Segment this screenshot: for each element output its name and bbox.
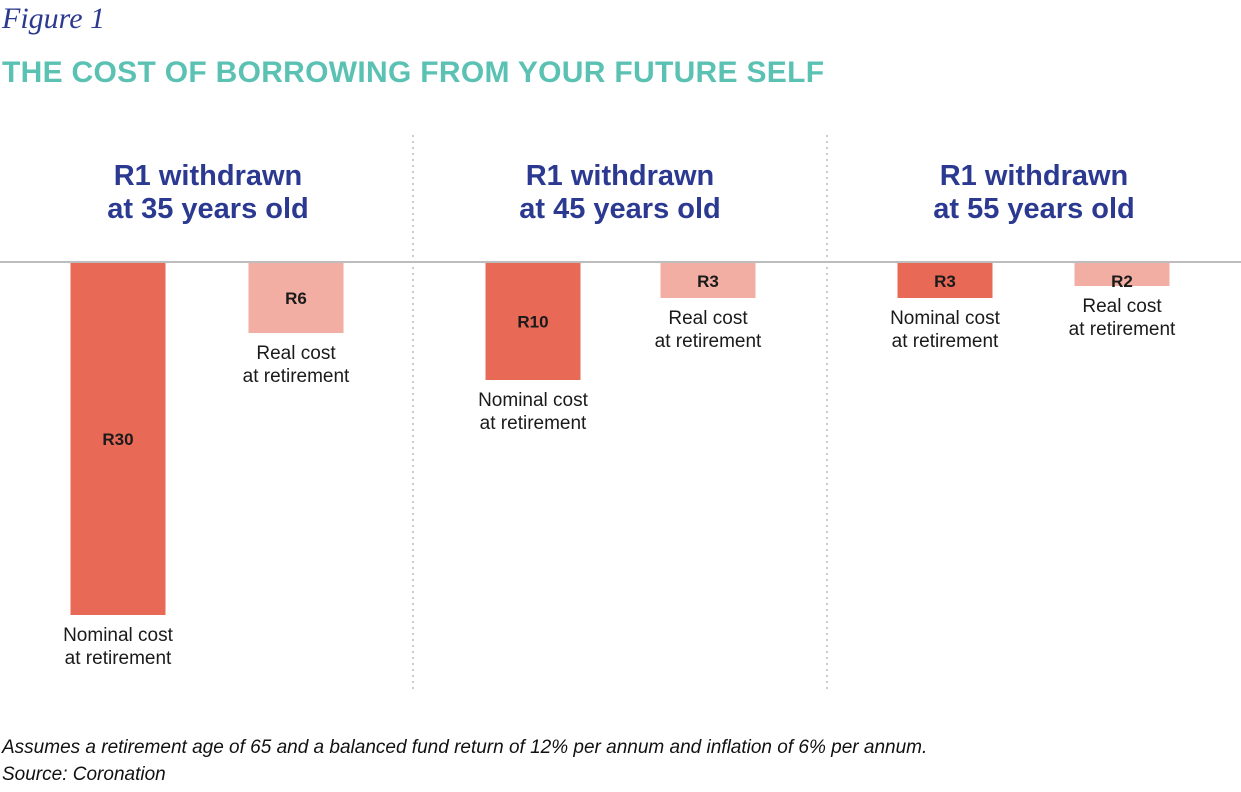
bar-nominal-2 [485, 263, 581, 380]
bar-real-2 [660, 263, 756, 298]
footnote: Assumes a retirement age of 65 and a bal… [2, 737, 928, 758]
panel-heading-3: R1 withdrawn at 55 years old [834, 160, 1234, 226]
bar-category-label-nominal-3-line1: Nominal cost [890, 308, 1001, 329]
chart-title: THE COST OF BORROWING FROM YOUR FUTURE S… [2, 56, 825, 89]
figure-label: Figure 1 [2, 2, 106, 35]
bar-category-label-real-1-line1: Real cost [256, 343, 336, 364]
bar-category-label-nominal-2-line2: at retirement [480, 413, 587, 434]
bar-category-label-real-2-line2: at retirement [655, 331, 762, 352]
bar-real-3 [1074, 263, 1170, 286]
bar-value-label-real-2: R3 [697, 272, 719, 291]
bar-value-label-real-1: R6 [285, 289, 307, 308]
bar-real-1 [248, 263, 344, 333]
bar-value-label-nominal-2: R10 [517, 313, 548, 332]
bar-category-label-real-3-line2: at retirement [1069, 319, 1176, 340]
bar-category-label-real-1-line2: at retirement [243, 366, 350, 387]
panel-heading-2-line2: at 45 years old [519, 193, 721, 225]
bar-category-label-real-2-line1: Real cost [668, 308, 748, 329]
bar-value-label-real-3: R2 [1111, 272, 1133, 291]
bar-category-label-nominal-1-line2: at retirement [65, 648, 172, 669]
bar-category-label-nominal-3-line2: at retirement [892, 331, 999, 352]
panel-heading-1: R1 withdrawn at 35 years old [8, 160, 408, 226]
bar-nominal-1 [70, 263, 166, 615]
bar-category-label-real-3-line1: Real cost [1082, 296, 1162, 317]
panel-heading-3-line1: R1 withdrawn [939, 160, 1129, 192]
bar-nominal-3 [897, 263, 993, 298]
panel-heading-3-line2: at 55 years old [933, 193, 1135, 225]
bar-category-label-nominal-1-line1: Nominal cost [63, 625, 174, 646]
bar-value-label-nominal-3: R3 [934, 272, 956, 291]
source-note: Source: Coronation [2, 764, 166, 785]
bar-value-label-nominal-1: R30 [102, 430, 133, 449]
bar-category-label-nominal-2-line1: Nominal cost [478, 390, 589, 411]
panel-heading-1-line2: at 35 years old [107, 193, 309, 225]
panel-heading-1-line1: R1 withdrawn [113, 160, 303, 192]
panel-heading-2-line1: R1 withdrawn [525, 160, 715, 192]
panel-heading-2: R1 withdrawn at 45 years old [420, 160, 820, 226]
